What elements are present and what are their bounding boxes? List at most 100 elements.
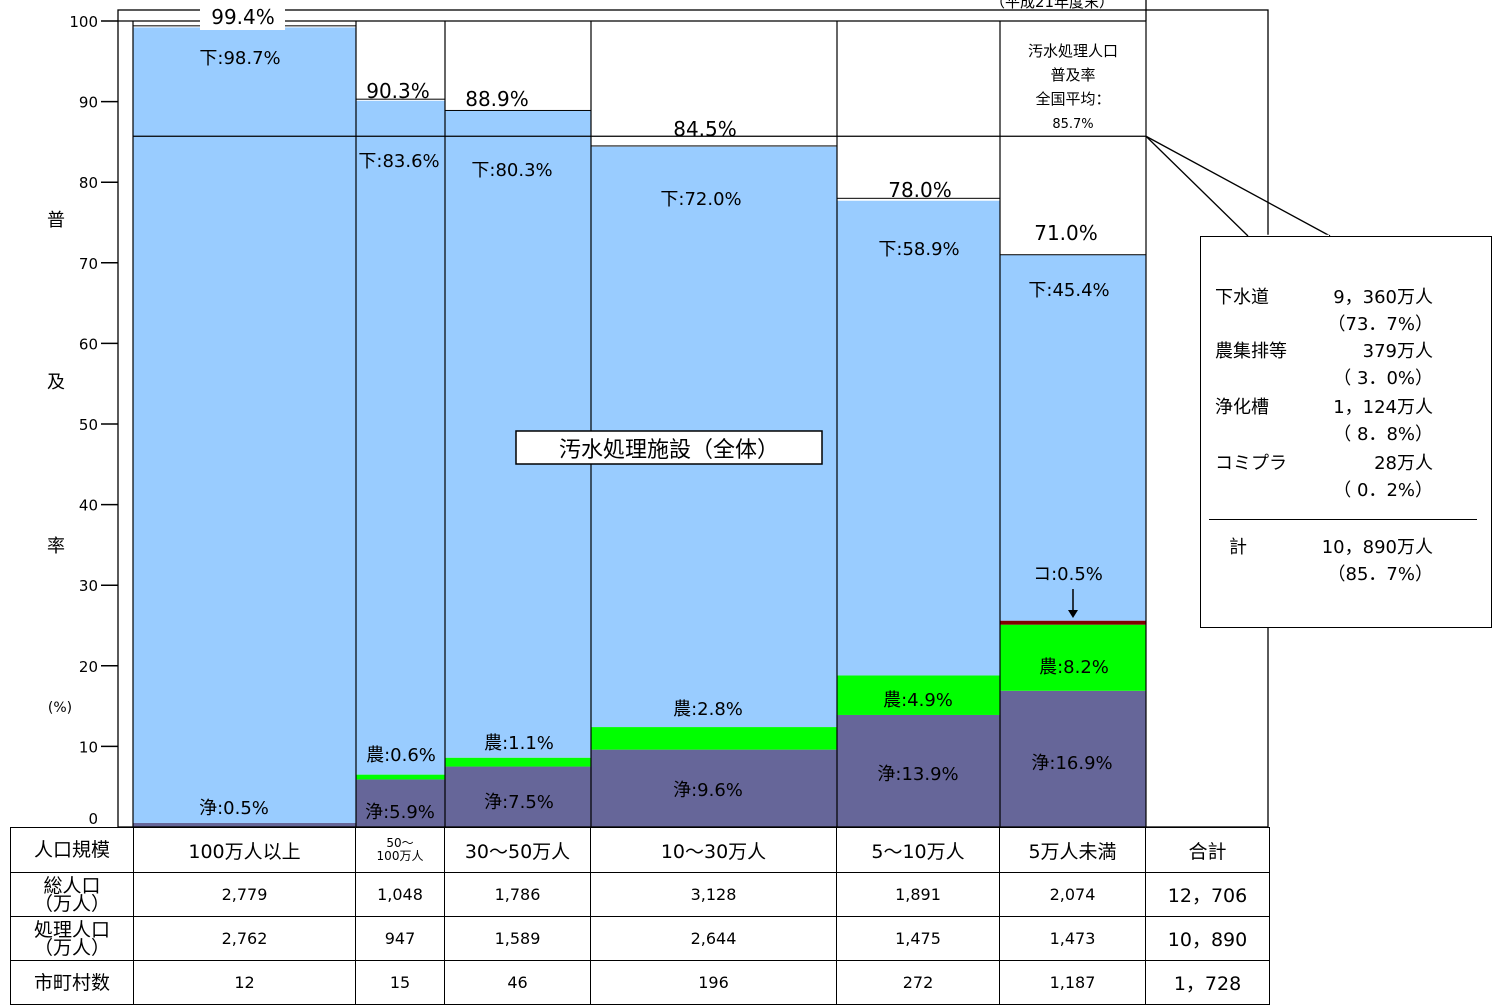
legend-row-pct: （ 3．0%）	[1333, 368, 1433, 389]
bar-total-label: 71.0%	[1034, 221, 1098, 245]
bar-total-label: 78.0%	[888, 178, 952, 202]
national-average-text: 普及率	[1050, 66, 1095, 84]
legend-total-value: 10，890万人	[1321, 537, 1433, 558]
legend-row-value: 1，124万人	[1333, 397, 1433, 418]
legend-total-pct: （85．7%）	[1327, 564, 1433, 585]
cell-line: 処理人口	[33, 918, 110, 941]
bar-segment	[837, 200, 1000, 676]
y-tick-label: 10	[79, 738, 98, 756]
legend-callout: 下水道 9，360万人 （73．7%） 農集排等 379万人 （ 3．0%） 浄化槽 1，12…	[1200, 236, 1492, 628]
cell-line: 50～	[386, 836, 414, 850]
y-tick-label: 100	[69, 13, 98, 31]
table-cell: 196	[590, 960, 837, 1005]
sewer-segment-label: 下:83.6%	[358, 151, 439, 172]
table-cell: 1,786	[444, 872, 591, 917]
center-label-box	[515, 430, 823, 465]
legend-row-value: 379万人	[1362, 341, 1433, 362]
y-axis-label-char: 及	[47, 372, 65, 393]
bar-segment	[1000, 690, 1146, 827]
period-note: （平成21年度末）	[990, 0, 1114, 11]
note-mask	[960, 0, 1140, 9]
sewer-segment-label: 下:72.0%	[660, 189, 741, 210]
cell-line: 人口規模	[33, 839, 110, 861]
agri-segment-label: 農:8.2%	[1039, 657, 1109, 678]
bar-segment	[1000, 254, 1146, 621]
category-cell: 100万人以上	[133, 827, 356, 873]
category-cell: 5万人未満	[999, 827, 1146, 873]
table-cell: 2,779	[133, 872, 356, 917]
row-header: 処理人口 （万人）	[10, 916, 134, 961]
table-cell: 1,187	[999, 960, 1146, 1005]
bar-segment	[356, 779, 445, 827]
cell-line: 総人口	[43, 874, 101, 897]
callout-pointer	[1145, 135, 1331, 237]
table-cell: 1，728	[1145, 960, 1270, 1005]
sewer-segment-label: 下:45.4%	[1028, 280, 1109, 301]
legend-row-pct: （73．7%）	[1327, 314, 1433, 335]
table-row: 処理人口 （万人） 2,762 947 1,589 2,644 1,475 1,473 10，8…	[10, 916, 1270, 961]
y-tick-label: 70	[79, 255, 98, 273]
agri-segment-label: 農:4.9%	[883, 690, 953, 711]
bar-segment	[445, 757, 591, 767]
legend-row-name: コミプラ	[1215, 453, 1287, 474]
table-cell: 2,762	[133, 916, 356, 961]
y-tick-label: 90	[79, 94, 98, 112]
legend-row-name: 下水道	[1215, 287, 1269, 308]
cell-line: 10～30万人	[660, 840, 767, 863]
legend-row-name: 農集排等	[1215, 341, 1287, 362]
cell-line: （万人）	[33, 936, 110, 959]
category-cell: 10～30万人	[590, 827, 837, 873]
national-average-text: 85.7%	[1052, 117, 1093, 132]
septic-segment-label: 浄:16.9%	[1031, 753, 1112, 774]
callout-pointer	[1145, 135, 1249, 237]
y-tick-label: 50	[79, 416, 98, 434]
bar-segment	[133, 27, 356, 823]
sewer-segment-label: 下:80.3%	[471, 160, 552, 181]
chart: 0 10 20 30 40 50 60 70 80 90 100 普及率 (%) 99.4% 90.3% 88…	[47, 0, 1331, 828]
agri-segment-label: 農:2.8%	[673, 699, 743, 720]
sewer-segment-label: 下:98.7%	[199, 48, 280, 69]
table-cell: 272	[836, 960, 1000, 1005]
table-cell: 10，890	[1145, 916, 1270, 961]
bar-total-label: 84.5%	[673, 117, 737, 141]
table-row: 人口規模 100万人以上 50～ 100万人 30～50万人 10～30万人 5～10万人 5…	[10, 827, 1270, 873]
bar-segment	[591, 749, 837, 827]
comipla-arrow-head	[1068, 610, 1078, 618]
y-tick-label: 0	[88, 810, 98, 828]
cell-line: 30～50万人	[464, 840, 571, 863]
y-tick-label: 20	[79, 658, 98, 676]
category-cell: 50～ 100万人	[355, 827, 445, 873]
table-cell: 15	[355, 960, 445, 1005]
y-unit-label: (%)	[48, 700, 72, 716]
bar-segment	[1000, 624, 1146, 691]
table-cell: 2,644	[590, 916, 837, 961]
table-cell: 1,891	[836, 872, 1000, 917]
national-average-text: 全国平均：	[1035, 90, 1110, 108]
bar-segment	[837, 675, 1000, 715]
cell-line: 市町村数	[33, 971, 110, 994]
y-axis-label-char: 普	[47, 210, 65, 231]
y-tick-label: 30	[79, 577, 98, 595]
label-mask	[200, 4, 285, 30]
table-cell: 12，706	[1145, 872, 1270, 917]
center-label: 汚水処理施設（全体）	[559, 438, 779, 463]
bar-segment	[445, 766, 591, 827]
table-cell: 947	[355, 916, 445, 961]
table-cell: 2,074	[999, 872, 1146, 917]
legend-row-pct: （ 8．8%）	[1333, 424, 1433, 445]
cell-line: 100万人	[376, 849, 424, 863]
national-average-text: 汚水処理人口	[1028, 42, 1118, 60]
table-row: 総人口 （万人） 2,779 1,048 1,786 3,128 1,891 2,074 12，…	[10, 872, 1270, 917]
legend-row-name: 浄化槽	[1215, 397, 1269, 418]
row-header: 総人口 （万人）	[10, 872, 134, 917]
septic-segment-label: 浄:5.9%	[365, 802, 435, 823]
table-cell: 1,589	[444, 916, 591, 961]
septic-segment-label: 浄:13.9%	[877, 764, 958, 785]
septic-segment-label: 浄:7.5%	[484, 792, 554, 813]
table-cell: 1,048	[355, 872, 445, 917]
legend-separator	[1209, 519, 1477, 520]
legend-row-value: 28万人	[1374, 453, 1433, 474]
bar-segment	[133, 822, 356, 827]
legend-row-value: 9，360万人	[1333, 287, 1433, 308]
agri-segment-label: 農:0.6%	[366, 745, 436, 766]
